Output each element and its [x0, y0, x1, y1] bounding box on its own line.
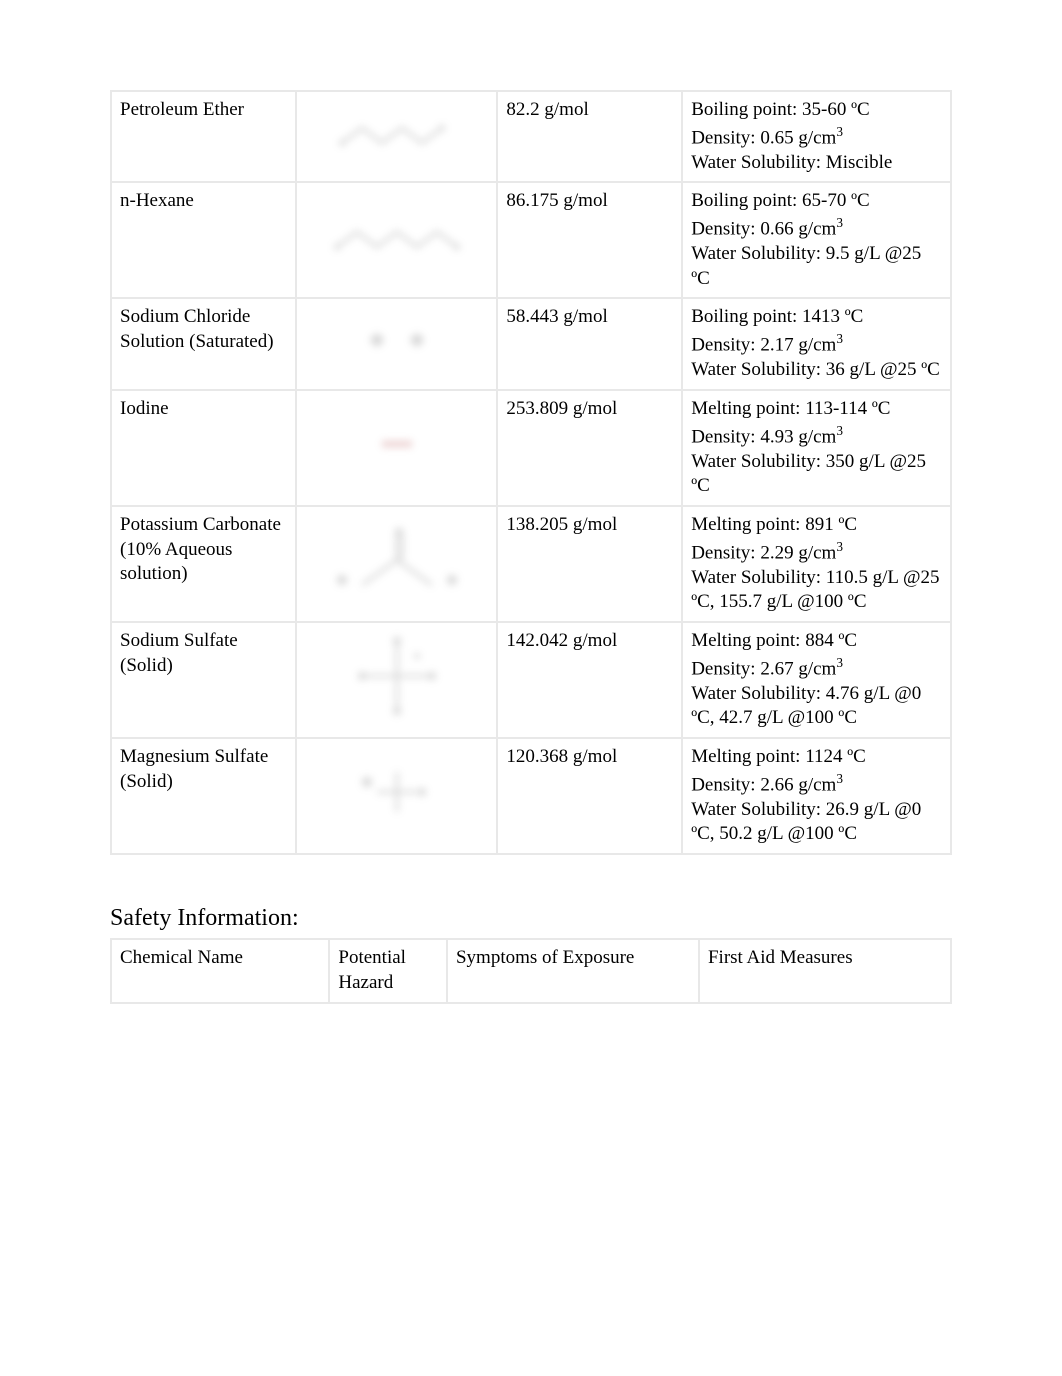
table-row: Iodine 253.809 g/mol Melting point: 113-… [111, 390, 951, 506]
chemical-properties: Melting point: 891 ºCDensity: 2.29 g/cm3… [682, 506, 951, 622]
molar-mass: 82.2 g/mol [497, 91, 682, 182]
iodine-structure-icon [367, 434, 427, 454]
chemical-structure [296, 390, 498, 506]
molar-mass: 142.042 g/mol [497, 622, 682, 738]
chemical-structure [296, 506, 498, 622]
safety-header-first-aid: First Aid Measures [699, 939, 951, 1002]
chemical-name: Petroleum Ether [111, 91, 296, 182]
chemical-name: Sodium Chloride Solution (Saturated) [111, 298, 296, 389]
molar-mass: 138.205 g/mol [497, 506, 682, 622]
sodium-sulfate-structure-icon [347, 631, 447, 721]
chemical-name: Magnesium Sulfate (Solid) [111, 738, 296, 854]
molar-mass: 86.175 g/mol [497, 182, 682, 298]
chemical-name: n-Hexane [111, 182, 296, 298]
table-row: Sodium Sulfate (Solid) 142.042 g/mol Mel… [111, 622, 951, 738]
chemical-structure [296, 91, 498, 182]
safety-header-potential-hazard: Potential Hazard [329, 939, 447, 1002]
chemical-properties: Melting point: 1124 ºCDensity: 2.66 g/cm… [682, 738, 951, 854]
table-row: Magnesium Sulfate (Solid) 120.368 g/mol … [111, 738, 951, 854]
molar-mass: 253.809 g/mol [497, 390, 682, 506]
chemical-name: Sodium Sulfate (Solid) [111, 622, 296, 738]
chemical-properties: Boiling point: 1413 ºCDensity: 2.17 g/cm… [682, 298, 951, 389]
table-row: n-Hexane 86.175 g/mol Boiling point: 65-… [111, 182, 951, 298]
safety-information-heading: Safety Information: [110, 905, 952, 932]
table-header-row: Chemical Name Potential Hazard Symptoms … [111, 939, 951, 1002]
chemical-properties: Melting point: 113-114 ºCDensity: 4.93 g… [682, 390, 951, 506]
magnesium-sulfate-structure-icon [337, 762, 457, 822]
chemical-properties: Boiling point: 65-70 ºCDensity: 0.66 g/c… [682, 182, 951, 298]
chemical-name: Iodine [111, 390, 296, 506]
table-row: Sodium Chloride Solution (Saturated) 58.… [111, 298, 951, 389]
n-hexane-structure-icon [332, 217, 462, 257]
sodium-chloride-structure-icon [347, 325, 447, 355]
chemical-structure [296, 738, 498, 854]
petroleum-ether-structure-icon [337, 113, 457, 153]
potassium-carbonate-structure-icon [322, 520, 472, 600]
safety-header-chemical-name: Chemical Name [111, 939, 329, 1002]
chemical-structure [296, 182, 498, 298]
table-row: Potassium Carbonate (10% Aqueous solutio… [111, 506, 951, 622]
chemical-properties-table: Petroleum Ether 82.2 g/mol Boiling point… [110, 90, 952, 855]
chemical-properties: Boiling point: 35-60 ºCDensity: 0.65 g/c… [682, 91, 951, 182]
molar-mass: 120.368 g/mol [497, 738, 682, 854]
chemical-structure [296, 298, 498, 389]
chemical-properties: Melting point: 884 ºCDensity: 2.67 g/cm3… [682, 622, 951, 738]
table-row: Petroleum Ether 82.2 g/mol Boiling point… [111, 91, 951, 182]
molar-mass: 58.443 g/mol [497, 298, 682, 389]
safety-header-symptoms: Symptoms of Exposure [447, 939, 699, 1002]
chemical-name: Potassium Carbonate (10% Aqueous solutio… [111, 506, 296, 622]
safety-information-table: Chemical Name Potential Hazard Symptoms … [110, 938, 952, 1003]
chemical-structure [296, 622, 498, 738]
